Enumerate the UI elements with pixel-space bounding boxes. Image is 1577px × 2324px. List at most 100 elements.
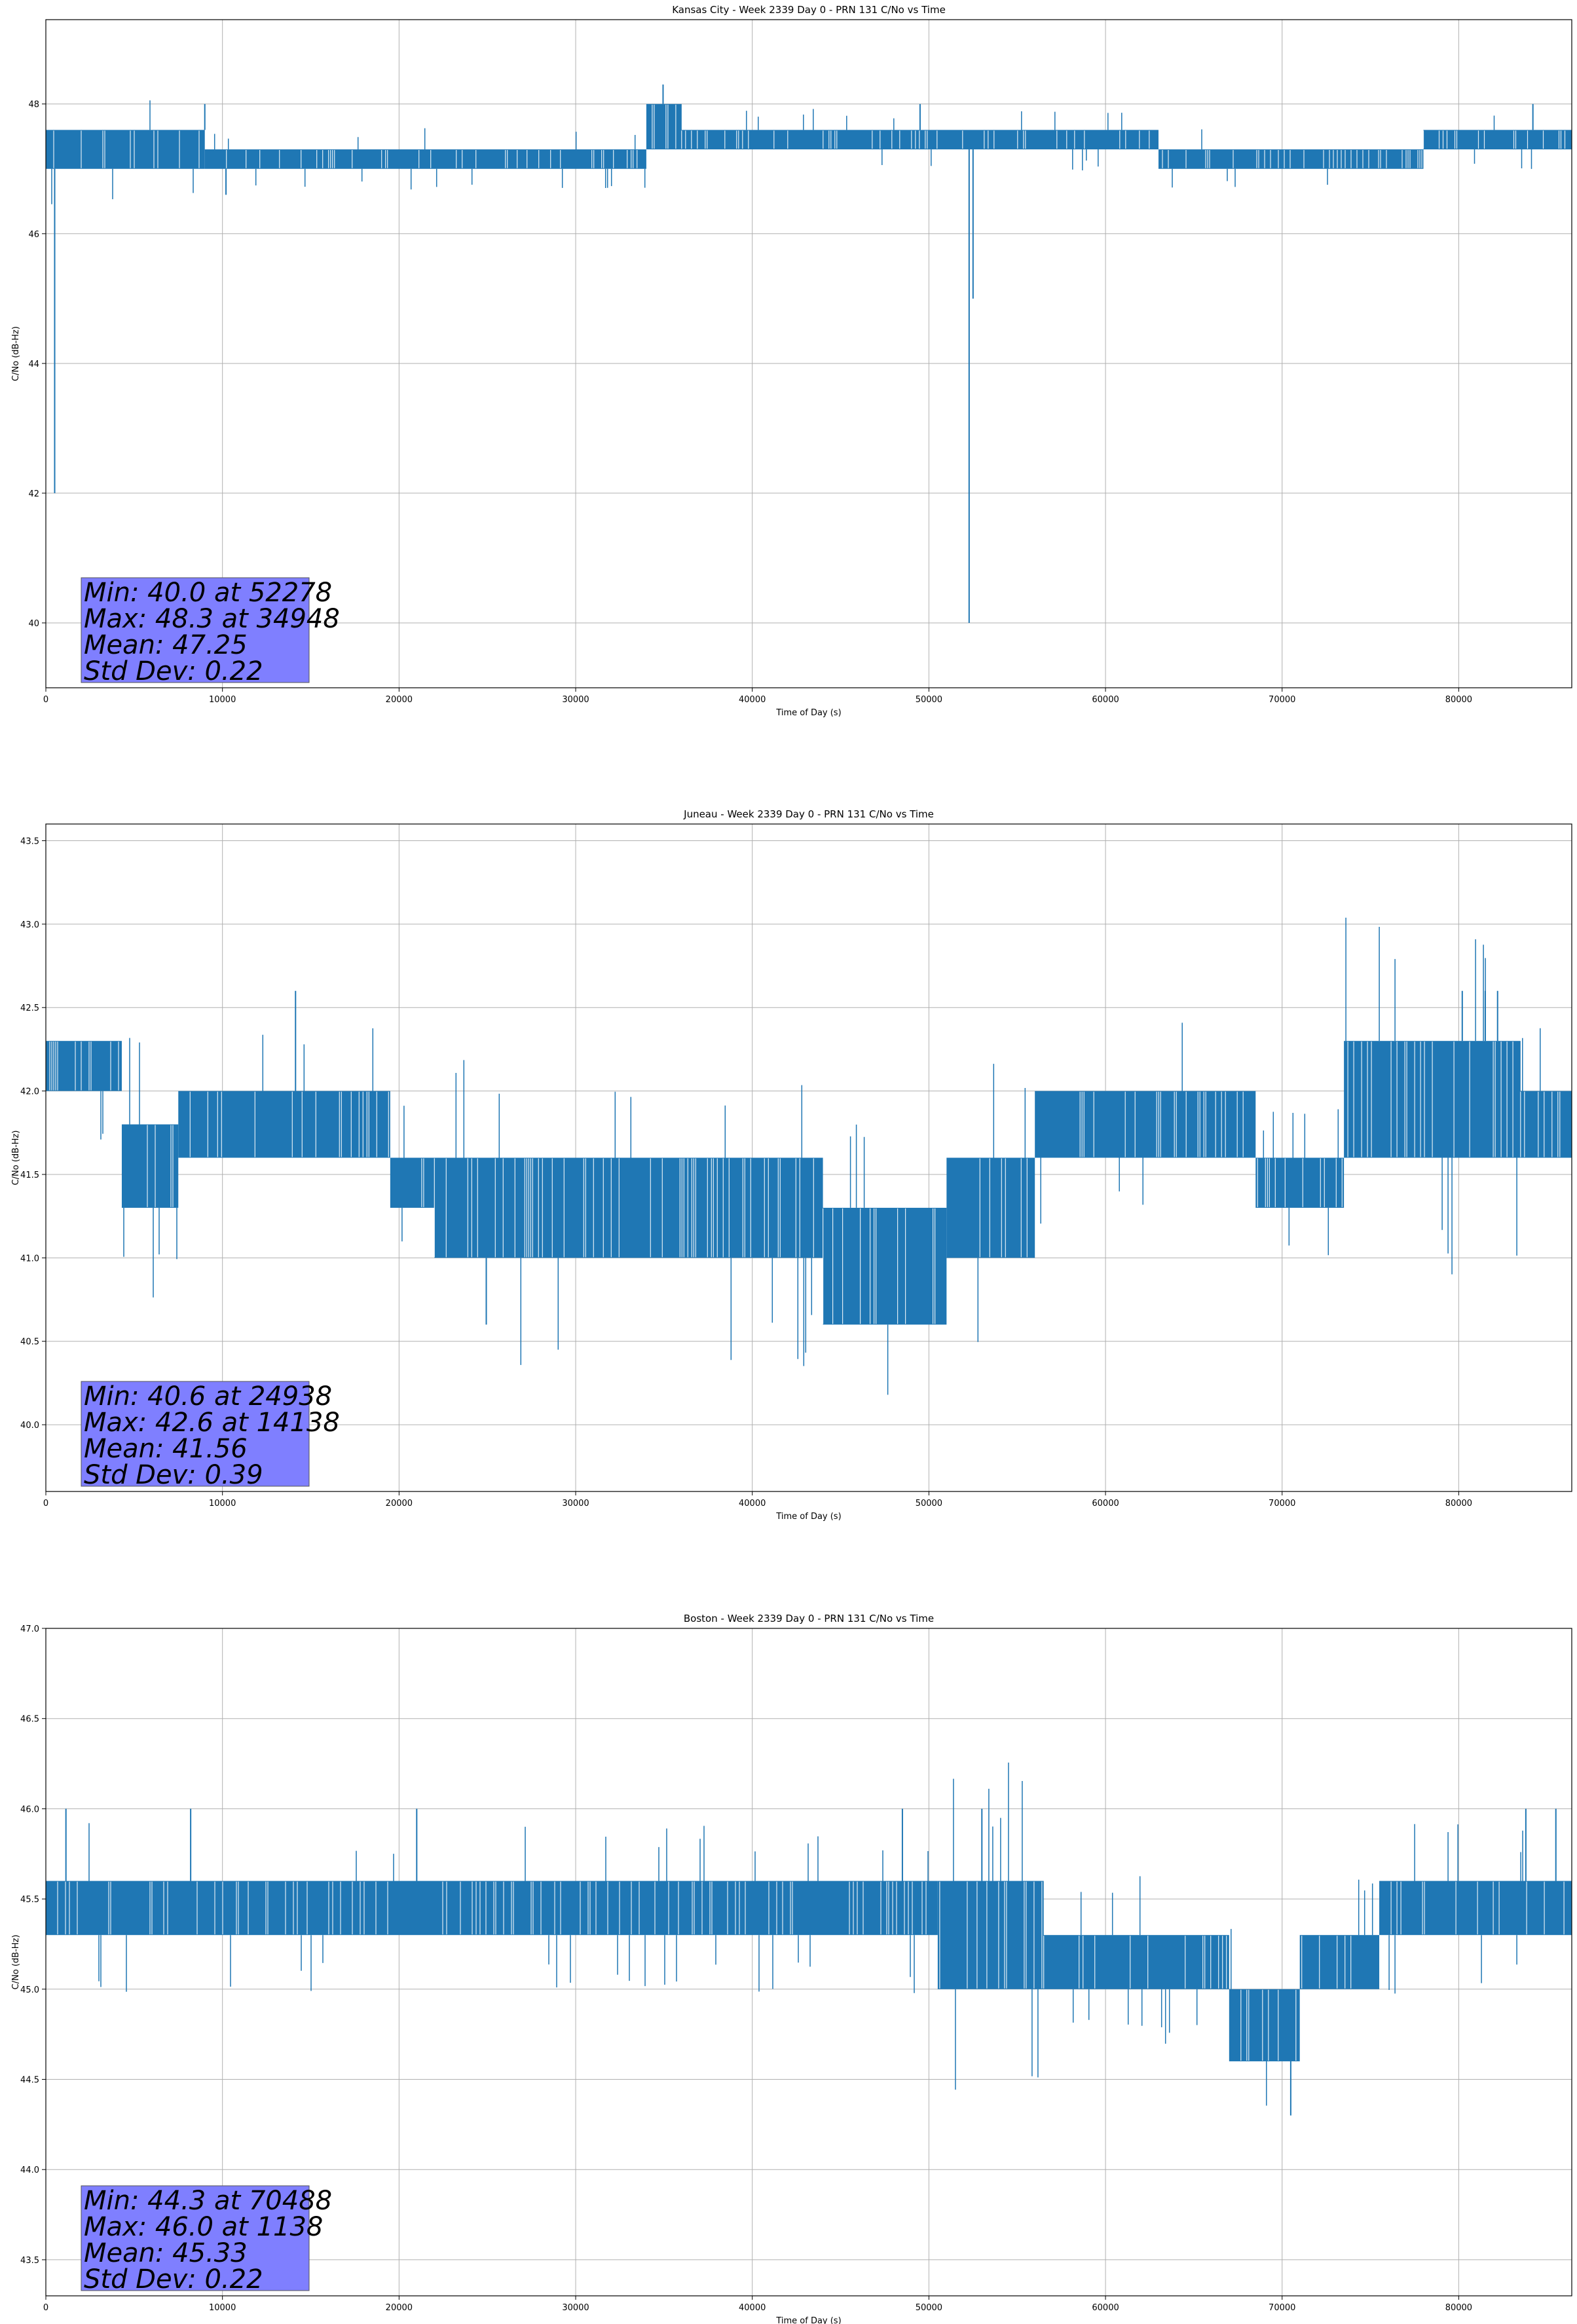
x-tick-label: 70000 (1269, 695, 1295, 705)
trace-gaps (1422, 130, 1566, 149)
trace-excursions (1358, 1879, 1373, 1936)
trace-excursions (455, 1060, 813, 1366)
trace-band (946, 1157, 1035, 1258)
y-tick-label: 44.5 (20, 2076, 39, 2086)
y-tick-label: 42 (28, 489, 39, 499)
x-tick-label: 80000 (1445, 695, 1472, 705)
trace-excursions (746, 109, 1122, 171)
x-tick-label: 20000 (386, 1499, 413, 1509)
y-tick-label: 43.5 (20, 2256, 39, 2266)
trace-band (1255, 1157, 1345, 1208)
trace-excursions (1388, 1824, 1523, 1994)
y-tick-label: 46.0 (20, 1805, 39, 1814)
x-tick-label: 10000 (209, 695, 236, 705)
trace-band (823, 1207, 947, 1325)
trace-excursions (51, 100, 194, 204)
trace-gaps (1240, 1989, 1297, 2061)
x-tick-label: 50000 (916, 1499, 942, 1509)
y-tick-label: 48 (28, 100, 39, 110)
x-tick-label: 20000 (386, 695, 413, 705)
stats-line: Mean: 45.33 (84, 2238, 248, 2268)
x-tick-label: 10000 (209, 1499, 236, 1509)
trace-gaps (1162, 150, 1422, 168)
trace-band (1423, 130, 1572, 150)
x-tick-label: 30000 (562, 1499, 589, 1509)
x-tick-label: 30000 (562, 695, 589, 705)
trace-band (1229, 1989, 1300, 2061)
trace-gaps (421, 1158, 424, 1207)
x-tick-label: 60000 (1092, 2303, 1119, 2313)
trace-band (178, 1091, 390, 1158)
y-tick-label: 43.5 (20, 836, 39, 846)
trace-excursions (401, 1106, 405, 1242)
y-tick-label: 43.0 (20, 920, 39, 930)
stats-line: Max: 48.3 at 34948 (84, 604, 340, 634)
trace-band (1299, 1935, 1380, 1989)
x-tick-label: 10000 (209, 2303, 236, 2313)
trace-band (1520, 1091, 1572, 1158)
trace-band (121, 1124, 179, 1208)
x-tick-label: 20000 (386, 2303, 413, 2313)
y-tick-label: 41.0 (20, 1254, 39, 1264)
trace-band (681, 130, 1159, 150)
trace-gaps (49, 1041, 119, 1091)
x-tick-label: 70000 (1269, 1499, 1295, 1509)
y-axis-label: C/No (dB-Hz) (11, 326, 21, 381)
trace-gaps (1347, 1041, 1513, 1157)
y-tick-label: 40.0 (20, 1421, 39, 1431)
trace-gaps (939, 1881, 1043, 1989)
trace-gaps (652, 104, 677, 149)
trace-excursions (1072, 1876, 1198, 2044)
trace-excursions (1231, 1928, 1267, 2106)
trace-excursions (88, 1823, 929, 1993)
x-tick-label: 60000 (1092, 695, 1119, 705)
chart-panel-0: Kansas City - Week 2339 Day 0 - PRN 131 … (11, 4, 1572, 718)
x-tick-label: 70000 (1269, 2303, 1295, 2313)
stats-line: Min: 40.0 at 52278 (84, 578, 332, 608)
stats-line: Std Dev: 0.22 (84, 2264, 263, 2295)
y-axis-label: C/No (dB-Hz) (11, 1131, 21, 1186)
x-tick-label: 80000 (1445, 1499, 1472, 1509)
x-tick-label: 0 (43, 2303, 48, 2313)
x-tick-label: 0 (43, 1499, 48, 1509)
y-tick-label: 40.5 (20, 1338, 39, 1347)
trace-gaps (53, 130, 200, 168)
x-tick-label: 30000 (562, 2303, 589, 2313)
trace-excursions (1522, 1028, 1541, 1091)
trace-excursions (262, 1028, 374, 1091)
stats-line: Std Dev: 0.22 (84, 656, 263, 686)
x-tick-label: 50000 (916, 695, 942, 705)
trace-gaps (1390, 1881, 1565, 1935)
trace-gaps (1079, 1091, 1244, 1157)
y-tick-label: 45.5 (20, 1895, 39, 1905)
stats-box (81, 2185, 310, 2291)
y-tick-label: 44.0 (20, 2165, 39, 2175)
x-tick-label: 40000 (739, 695, 766, 705)
trace-gaps (226, 150, 638, 168)
stats-line: Max: 42.6 at 14138 (84, 1408, 340, 1438)
chart-panel-2: Boston - Week 2339 Day 0 - PRN 131 C/No … (11, 1613, 1572, 2324)
trace-gaps (147, 1125, 174, 1207)
y-tick-label: 44 (28, 360, 39, 369)
trace-gaps (1301, 1936, 1352, 1989)
trace-group (46, 1762, 1572, 2116)
trace-band (1035, 1091, 1256, 1158)
y-tick-label: 42.5 (20, 1003, 39, 1013)
trace-excursions (977, 1064, 1026, 1342)
y-tick-label: 47.0 (20, 1624, 39, 1634)
trace-band (1158, 149, 1424, 169)
trace-group (46, 84, 1572, 623)
trace-gaps (434, 1158, 814, 1258)
trace-excursions (213, 128, 646, 190)
trace-band (1379, 1881, 1572, 1936)
x-tick-label: 40000 (739, 1499, 766, 1509)
y-tick-label: 46.5 (20, 1715, 39, 1725)
plot-frame (45, 823, 1572, 1492)
trace-gaps (189, 1091, 389, 1157)
trace-band (46, 1881, 938, 1936)
trace-gaps (681, 130, 1150, 149)
stats-line: Mean: 41.56 (84, 1434, 248, 1464)
trace-gaps (1520, 1091, 1561, 1157)
trace-gaps (823, 1208, 936, 1324)
trace-gaps (1043, 1936, 1227, 1989)
